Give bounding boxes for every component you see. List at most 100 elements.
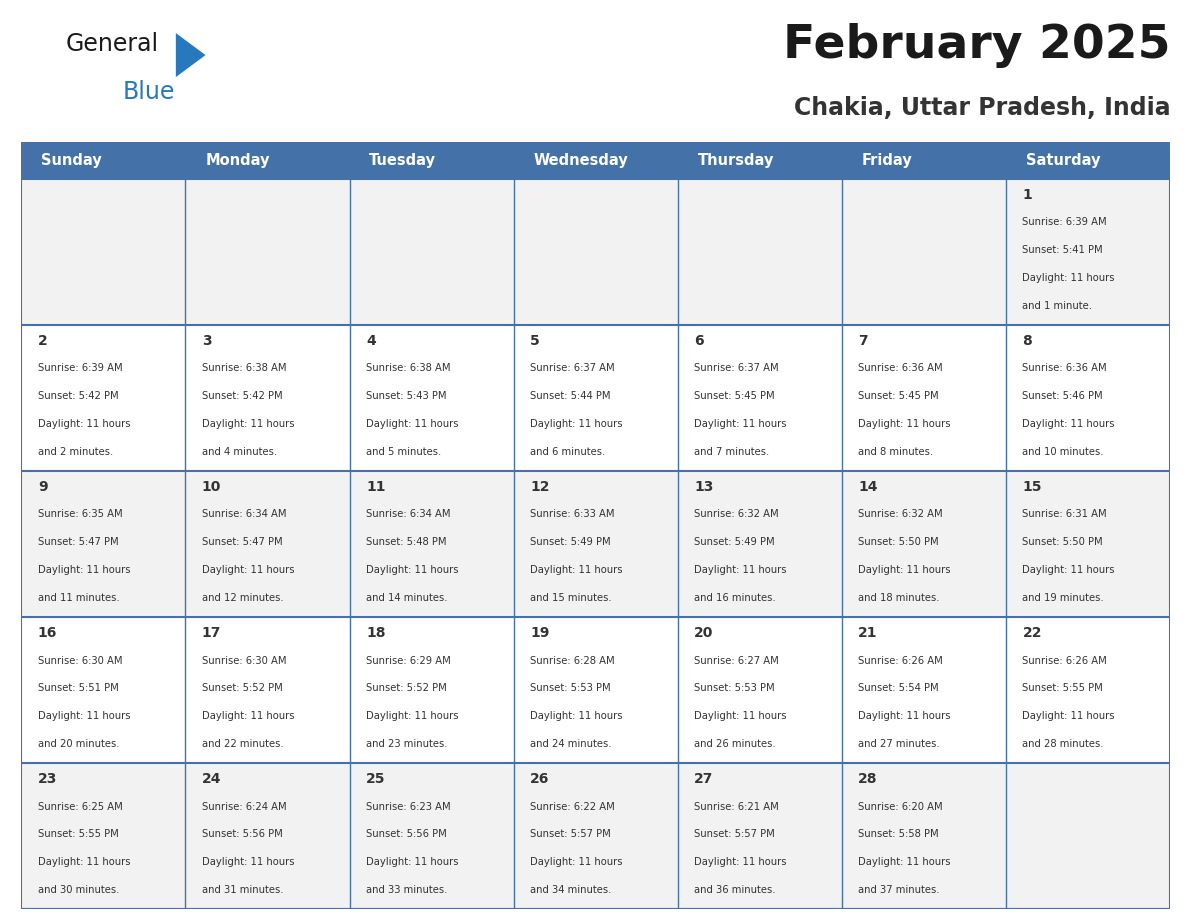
Text: 3: 3 <box>202 334 211 348</box>
Text: 1: 1 <box>1023 188 1032 202</box>
Text: 9: 9 <box>38 480 48 494</box>
Text: and 31 minutes.: and 31 minutes. <box>202 885 284 895</box>
Text: 24: 24 <box>202 772 221 787</box>
Bar <box>21 179 1170 325</box>
Text: Daylight: 11 hours: Daylight: 11 hours <box>202 419 295 429</box>
Text: Tuesday: Tuesday <box>369 153 436 168</box>
Text: Daylight: 11 hours: Daylight: 11 hours <box>38 711 131 721</box>
Text: 6: 6 <box>694 334 703 348</box>
Text: Daylight: 11 hours: Daylight: 11 hours <box>859 419 950 429</box>
Text: and 33 minutes.: and 33 minutes. <box>366 885 448 895</box>
Text: 13: 13 <box>694 480 714 494</box>
Text: Daylight: 11 hours: Daylight: 11 hours <box>859 565 950 575</box>
Text: Daylight: 11 hours: Daylight: 11 hours <box>530 419 623 429</box>
Text: 4: 4 <box>366 334 375 348</box>
Text: Daylight: 11 hours: Daylight: 11 hours <box>530 711 623 721</box>
Text: 15: 15 <box>1023 480 1042 494</box>
Text: Sunset: 5:52 PM: Sunset: 5:52 PM <box>366 683 447 693</box>
Text: Daylight: 11 hours: Daylight: 11 hours <box>694 419 786 429</box>
Text: Sunrise: 6:31 AM: Sunrise: 6:31 AM <box>1023 509 1107 520</box>
Text: 25: 25 <box>366 772 386 787</box>
Text: Daylight: 11 hours: Daylight: 11 hours <box>530 565 623 575</box>
Text: Daylight: 11 hours: Daylight: 11 hours <box>202 857 295 867</box>
Text: Sunrise: 6:36 AM: Sunrise: 6:36 AM <box>1023 364 1107 374</box>
Text: and 27 minutes.: and 27 minutes. <box>859 739 940 749</box>
Text: 27: 27 <box>694 772 714 787</box>
Text: Sunrise: 6:36 AM: Sunrise: 6:36 AM <box>859 364 943 374</box>
Text: Daylight: 11 hours: Daylight: 11 hours <box>859 711 950 721</box>
Text: February 2025: February 2025 <box>783 23 1170 68</box>
Text: Sunset: 5:42 PM: Sunset: 5:42 PM <box>38 391 119 401</box>
Text: Daylight: 11 hours: Daylight: 11 hours <box>366 857 459 867</box>
Text: Sunrise: 6:39 AM: Sunrise: 6:39 AM <box>1023 218 1107 228</box>
Text: and 10 minutes.: and 10 minutes. <box>1023 447 1104 457</box>
Text: Daylight: 11 hours: Daylight: 11 hours <box>366 565 459 575</box>
Text: 7: 7 <box>859 334 868 348</box>
Text: Sunrise: 6:32 AM: Sunrise: 6:32 AM <box>694 509 779 520</box>
Text: 5: 5 <box>530 334 539 348</box>
Text: 10: 10 <box>202 480 221 494</box>
Text: Monday: Monday <box>206 153 270 168</box>
Text: and 18 minutes.: and 18 minutes. <box>859 593 940 603</box>
Text: Chakia, Uttar Pradesh, India: Chakia, Uttar Pradesh, India <box>794 96 1170 120</box>
Text: Sunset: 5:45 PM: Sunset: 5:45 PM <box>859 391 939 401</box>
Text: 26: 26 <box>530 772 550 787</box>
Text: 22: 22 <box>1023 626 1042 640</box>
Text: and 24 minutes.: and 24 minutes. <box>530 739 612 749</box>
Text: and 30 minutes.: and 30 minutes. <box>38 885 119 895</box>
Text: Sunset: 5:57 PM: Sunset: 5:57 PM <box>530 829 611 839</box>
Text: Sunset: 5:45 PM: Sunset: 5:45 PM <box>694 391 775 401</box>
Text: Saturday: Saturday <box>1025 153 1100 168</box>
Text: Sunset: 5:48 PM: Sunset: 5:48 PM <box>366 537 447 547</box>
Bar <box>21 471 1170 617</box>
Text: Daylight: 11 hours: Daylight: 11 hours <box>1023 419 1116 429</box>
Text: Sunset: 5:55 PM: Sunset: 5:55 PM <box>1023 683 1104 693</box>
Text: Daylight: 11 hours: Daylight: 11 hours <box>202 711 295 721</box>
Text: Sunrise: 6:28 AM: Sunrise: 6:28 AM <box>530 655 614 666</box>
Text: Sunrise: 6:26 AM: Sunrise: 6:26 AM <box>1023 655 1107 666</box>
Text: Sunrise: 6:30 AM: Sunrise: 6:30 AM <box>202 655 286 666</box>
Text: Sunrise: 6:27 AM: Sunrise: 6:27 AM <box>694 655 779 666</box>
Text: and 6 minutes.: and 6 minutes. <box>530 447 606 457</box>
Text: General: General <box>65 32 158 56</box>
Text: Sunset: 5:55 PM: Sunset: 5:55 PM <box>38 829 119 839</box>
Text: Sunset: 5:43 PM: Sunset: 5:43 PM <box>366 391 447 401</box>
Text: Sunset: 5:52 PM: Sunset: 5:52 PM <box>202 683 283 693</box>
Text: Sunset: 5:44 PM: Sunset: 5:44 PM <box>530 391 611 401</box>
Text: Sunrise: 6:21 AM: Sunrise: 6:21 AM <box>694 801 779 812</box>
Text: 16: 16 <box>38 626 57 640</box>
Text: Sunset: 5:49 PM: Sunset: 5:49 PM <box>530 537 611 547</box>
Text: Daylight: 11 hours: Daylight: 11 hours <box>1023 565 1116 575</box>
Text: Sunset: 5:58 PM: Sunset: 5:58 PM <box>859 829 939 839</box>
Text: Sunrise: 6:37 AM: Sunrise: 6:37 AM <box>694 364 779 374</box>
Text: Daylight: 11 hours: Daylight: 11 hours <box>694 565 786 575</box>
Text: Blue: Blue <box>122 80 175 104</box>
Text: Daylight: 11 hours: Daylight: 11 hours <box>38 857 131 867</box>
Text: Sunrise: 6:35 AM: Sunrise: 6:35 AM <box>38 509 122 520</box>
Text: Sunrise: 6:24 AM: Sunrise: 6:24 AM <box>202 801 286 812</box>
Text: Daylight: 11 hours: Daylight: 11 hours <box>694 857 786 867</box>
Text: Sunday: Sunday <box>42 153 102 168</box>
Text: Sunset: 5:54 PM: Sunset: 5:54 PM <box>859 683 939 693</box>
Text: Sunrise: 6:29 AM: Sunrise: 6:29 AM <box>366 655 450 666</box>
Text: Thursday: Thursday <box>697 153 773 168</box>
Text: Sunset: 5:47 PM: Sunset: 5:47 PM <box>38 537 119 547</box>
Text: and 36 minutes.: and 36 minutes. <box>694 885 776 895</box>
Text: and 23 minutes.: and 23 minutes. <box>366 739 448 749</box>
Text: Daylight: 11 hours: Daylight: 11 hours <box>530 857 623 867</box>
Text: and 4 minutes.: and 4 minutes. <box>202 447 277 457</box>
Text: Daylight: 11 hours: Daylight: 11 hours <box>366 419 459 429</box>
Text: Sunrise: 6:34 AM: Sunrise: 6:34 AM <box>366 509 450 520</box>
Text: 17: 17 <box>202 626 221 640</box>
Text: Daylight: 11 hours: Daylight: 11 hours <box>1023 273 1116 283</box>
Text: Sunset: 5:47 PM: Sunset: 5:47 PM <box>202 537 283 547</box>
Text: and 2 minutes.: and 2 minutes. <box>38 447 113 457</box>
Text: 11: 11 <box>366 480 386 494</box>
Text: 28: 28 <box>859 772 878 787</box>
Text: Sunset: 5:51 PM: Sunset: 5:51 PM <box>38 683 119 693</box>
Text: Sunset: 5:56 PM: Sunset: 5:56 PM <box>366 829 447 839</box>
Text: Sunrise: 6:38 AM: Sunrise: 6:38 AM <box>202 364 286 374</box>
Text: Sunset: 5:42 PM: Sunset: 5:42 PM <box>202 391 283 401</box>
Text: Sunset: 5:53 PM: Sunset: 5:53 PM <box>530 683 611 693</box>
Text: 14: 14 <box>859 480 878 494</box>
